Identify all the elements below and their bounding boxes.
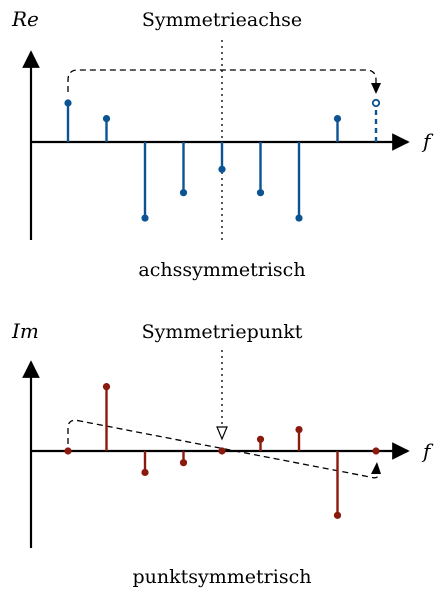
bottom-symmetry-arrowhead xyxy=(216,426,228,441)
bottom-stem-marker-3 xyxy=(179,459,188,467)
top-mirror-arrowhead xyxy=(371,83,381,94)
bottom-stem-marker-5 xyxy=(256,435,265,443)
bottom-stem-marker-6 xyxy=(295,425,303,434)
top-y-axis-label: Re xyxy=(11,7,39,31)
bottom-mirror-arrowhead xyxy=(371,462,381,474)
bottom-stem-marker-2 xyxy=(141,468,149,477)
bottom-stem-marker-0 xyxy=(64,447,72,455)
bottom-mirror-arrow xyxy=(67,419,379,479)
top-panel: Re Symmetrieachse f achssymmetrisch xyxy=(11,7,434,281)
top-stem-marker-6 xyxy=(295,214,303,222)
top-x-axis-label: f xyxy=(421,129,434,153)
bottom-x-axis-label: f xyxy=(421,439,434,463)
bottom-center-label: Symmetriepunkt xyxy=(142,321,303,343)
bottom-stem-marker-1 xyxy=(102,383,111,391)
top-stem-marker-3 xyxy=(179,189,188,197)
top-stem-marker-5 xyxy=(256,189,265,197)
top-stem-marker-1 xyxy=(102,115,111,123)
top-mirrored-stem-marker xyxy=(371,98,381,108)
top-mirror-arrow xyxy=(67,69,377,92)
top-center-label: Symmetrieachse xyxy=(142,9,302,31)
bottom-stem-marker-4 xyxy=(218,447,226,455)
top-stem-marker-0 xyxy=(64,99,72,107)
top-stem-marker-2 xyxy=(141,214,149,222)
bottom-stem-marker-7 xyxy=(333,511,342,519)
bottom-stem-marker-8 xyxy=(372,447,380,455)
bottom-panel: Im Symmetriepunkt f punktsymmetrisch xyxy=(11,319,434,588)
top-stem-marker-7 xyxy=(333,115,342,123)
top-caption: achssymmetrisch xyxy=(138,259,305,281)
bottom-y-axis-label: Im xyxy=(11,319,39,343)
top-stem-marker-4 xyxy=(218,165,226,173)
bottom-caption: punktsymmetrisch xyxy=(133,566,312,588)
bottom-stems xyxy=(64,383,380,519)
top-stems xyxy=(64,98,381,222)
